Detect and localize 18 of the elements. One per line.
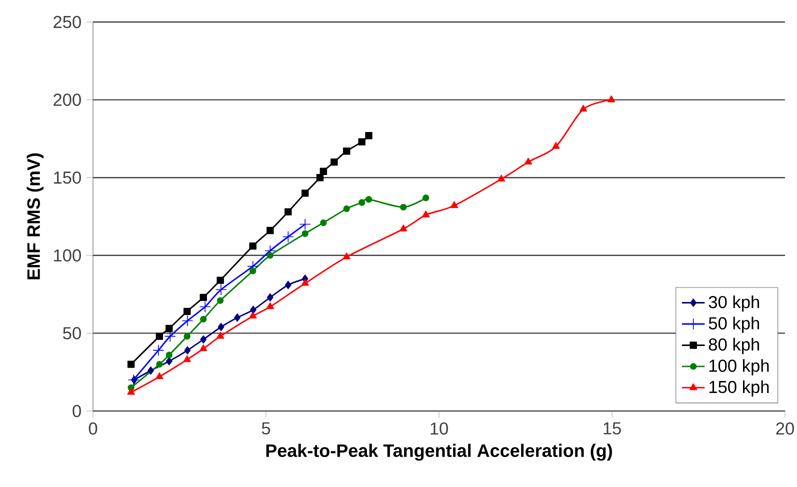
y-tick-label: 50 bbox=[63, 327, 81, 340]
x-tick-label: 5 bbox=[262, 422, 270, 434]
legend-label: 150 kph bbox=[709, 380, 769, 397]
y-tick-label: 150 bbox=[54, 171, 81, 184]
legend-label: 30 kph bbox=[708, 295, 760, 312]
y-tick-label: 0 bbox=[72, 404, 81, 418]
legend-label: 100 kph bbox=[709, 359, 769, 376]
x-tick-label: 10 bbox=[430, 422, 448, 435]
x-tick-label: 20 bbox=[776, 422, 794, 435]
legend-label: 50 kph bbox=[708, 316, 760, 333]
y-tick-label: 200 bbox=[54, 94, 81, 106]
x-tick-label: 0 bbox=[88, 422, 98, 435]
y-tick-label: 100 bbox=[54, 249, 81, 262]
legend-label: 80 kph bbox=[708, 338, 760, 354]
x-tick-label: 15 bbox=[604, 422, 621, 434]
y-axis-title: EMF RMS (mV) bbox=[26, 153, 44, 280]
x-axis-title: Peak-to-Peak Tangential Acceleration (g) bbox=[266, 444, 612, 461]
y-tick-label: 250 bbox=[54, 16, 81, 28]
